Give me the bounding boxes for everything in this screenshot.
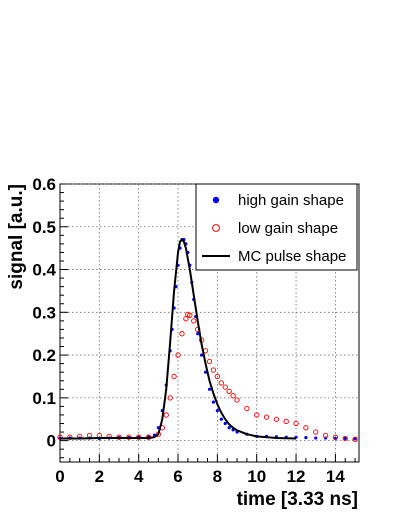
low-gain-point <box>332 434 339 440</box>
high-gain-point <box>304 436 308 440</box>
x-tick-label: 4 <box>134 467 144 486</box>
low-gain-point <box>214 373 221 380</box>
low-gain-point <box>342 435 348 442</box>
legend: high gain shape low gain shape MC pulse sh… <box>195 183 358 271</box>
low-gain-point <box>183 316 189 322</box>
legend-swatch <box>212 224 220 232</box>
low-gain-point <box>273 416 280 422</box>
low-gain-point <box>293 420 299 427</box>
high-gain-point <box>200 353 204 357</box>
x-tick-label: 14 <box>326 467 345 486</box>
low-gain-point <box>163 412 169 418</box>
x-tick-label: 2 <box>95 467 104 486</box>
low-gain-point <box>167 395 173 401</box>
y-tick-label: 0.6 <box>32 175 56 194</box>
high-gain-point <box>314 436 318 440</box>
high-gain-point <box>223 421 227 426</box>
mc-pulse-line <box>60 238 297 440</box>
low-gain-point <box>175 352 181 358</box>
legend-swatch <box>212 196 220 204</box>
legend-label: low gain shape <box>238 220 338 237</box>
high-gain-point <box>227 426 231 430</box>
low-gain-point <box>187 312 193 318</box>
x-tick-label: 10 <box>247 467 266 486</box>
y-tick-label: 0.1 <box>32 389 56 408</box>
legend-label: MC pulse shape <box>238 248 346 265</box>
low-gain-point <box>322 432 329 439</box>
x-axis-title: time [3.33 ns] <box>237 489 358 510</box>
y-tick-label: 0.4 <box>32 261 56 280</box>
high-gain-point <box>196 332 200 336</box>
low-gain-point <box>230 393 236 399</box>
high-gain-point <box>219 417 223 421</box>
series-layer <box>57 238 358 442</box>
y-tick-label: 0 <box>47 432 56 451</box>
high-gain-point <box>353 437 357 441</box>
y-axis-title: signal [a.u.] <box>6 184 27 290</box>
low-gain-point <box>179 331 185 337</box>
y-tick-label: 0.2 <box>32 346 56 365</box>
high-gain-point <box>211 400 216 404</box>
low-gain-point <box>222 384 228 390</box>
low-gain-point <box>352 436 358 442</box>
x-tick-label: 0 <box>55 467 64 486</box>
y-tick-label: 0.5 <box>32 218 56 237</box>
x-tick-label: 8 <box>213 467 222 486</box>
low-gain-point <box>218 380 224 386</box>
low-gain-point <box>206 358 213 365</box>
high-gain-point <box>343 436 347 441</box>
low-gain-point <box>303 425 309 431</box>
high-gain-point <box>215 409 219 413</box>
low-gain-point <box>263 414 270 420</box>
low-gain-point <box>191 318 197 324</box>
low-gain-point <box>313 429 319 435</box>
low-gain-point <box>226 388 232 395</box>
series-mc-pulse-shape <box>60 238 297 440</box>
high-gain-point <box>207 387 212 391</box>
low-gain-point <box>254 412 260 418</box>
low-gain-point <box>210 367 217 373</box>
y-tick-label: 0.3 <box>32 303 56 322</box>
legend-label: high gain shape <box>238 192 344 209</box>
low-gain-point <box>234 397 240 403</box>
series-low-gain-shape <box>57 311 358 442</box>
low-gain-point <box>244 405 250 412</box>
axes: 0 2 4 6 8 10 12 14 0 0.1 0.2 0.3 0.4 0.5 0.6 <box>32 175 356 486</box>
low-gain-point <box>171 373 177 380</box>
x-tick-label: 6 <box>173 467 182 486</box>
x-tick-label: 12 <box>287 467 306 486</box>
low-gain-point <box>283 418 289 425</box>
